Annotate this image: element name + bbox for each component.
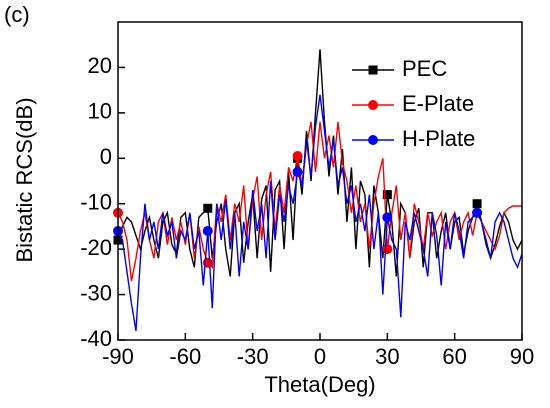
- x-tick-label: -60: [169, 344, 201, 369]
- legend-label: E-Plate: [402, 91, 474, 116]
- y-tick-label: 0: [100, 144, 112, 169]
- series-line: [117, 94, 523, 332]
- x-tick-label: 60: [442, 344, 466, 369]
- data-point: [292, 151, 303, 162]
- y-tick-label: 10: [88, 99, 112, 124]
- data-point: [292, 166, 303, 177]
- x-tick-label: -30: [237, 344, 269, 369]
- y-tick-label: -20: [80, 235, 112, 260]
- legend-marker: [368, 65, 378, 75]
- data-point: [382, 190, 392, 200]
- legend-label: PEC: [402, 56, 447, 81]
- series-line: [117, 49, 523, 277]
- y-tick-label: 20: [88, 53, 112, 78]
- data-point: [202, 225, 213, 236]
- data-point: [382, 212, 393, 223]
- y-axis-label: Bistatic RCS(dB): [12, 97, 37, 262]
- y-tick-label: -30: [80, 280, 112, 305]
- x-tick-label: 30: [375, 344, 399, 369]
- data-point: [472, 199, 482, 209]
- x-tick-label: 0: [314, 344, 326, 369]
- legend-marker: [368, 100, 378, 110]
- y-tick-label: -40: [80, 326, 112, 351]
- plot-frame: [117, 21, 523, 341]
- x-tick-label: 90: [510, 344, 534, 369]
- legend-marker: [368, 135, 378, 145]
- data-point: [203, 203, 213, 213]
- panel-label: (c): [4, 2, 30, 27]
- legend-label: H-Plate: [402, 126, 475, 151]
- x-tick-label: -90: [102, 344, 134, 369]
- data-point: [472, 207, 483, 218]
- data-point: [382, 244, 393, 255]
- y-tick-label: -10: [80, 190, 112, 215]
- x-axis-label: Theta(Deg): [264, 372, 375, 397]
